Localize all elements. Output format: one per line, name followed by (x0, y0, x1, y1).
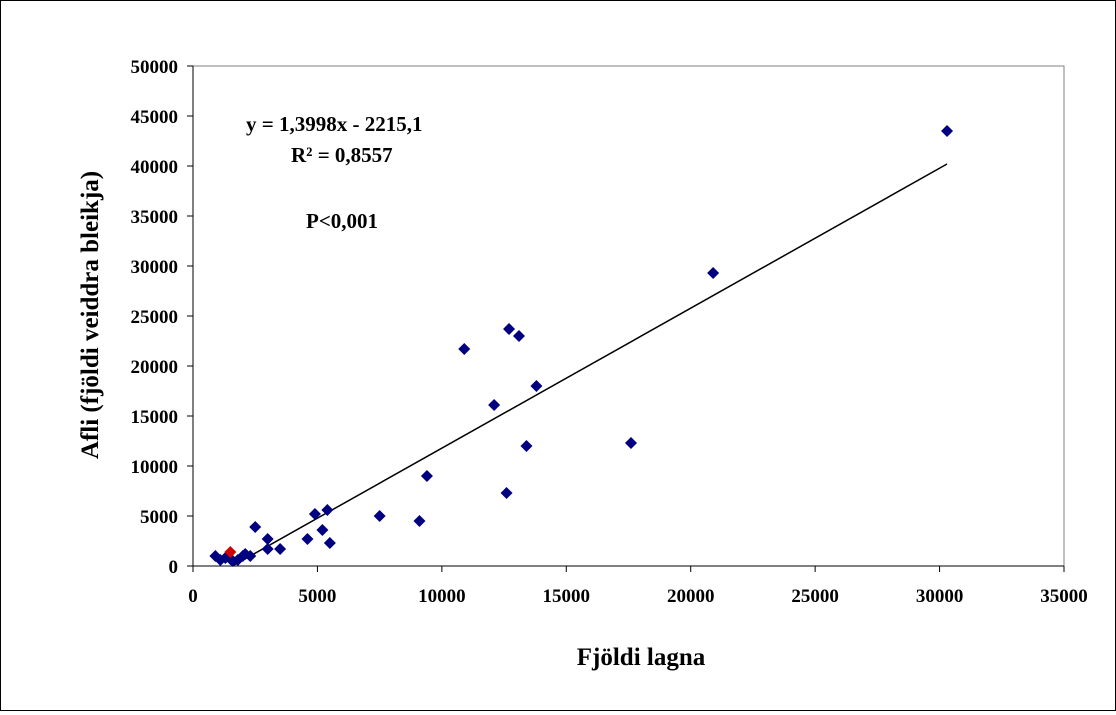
data-point (321, 504, 334, 516)
x-tick-label: 15000 (543, 586, 591, 607)
plot-area (192, 65, 1065, 567)
trendline-group (232, 163, 948, 567)
y-tick-label: 30000 (131, 257, 179, 278)
trendline (232, 163, 948, 567)
y-tick-label: 25000 (131, 307, 179, 328)
data-point (458, 343, 471, 355)
x-tick-group: 0 5000 10000 15000 20000 25000 30000 35000 (188, 566, 1088, 607)
x-tick-label: 10000 (418, 586, 466, 607)
data-point (513, 330, 526, 342)
data-point (500, 487, 513, 499)
x-tick-label: 35000 (1040, 586, 1088, 607)
data-point (520, 440, 533, 452)
y-tick-label: 15000 (131, 407, 179, 428)
data-point (249, 521, 262, 533)
y-tick-label: 35000 (131, 207, 179, 228)
data-point (316, 524, 329, 536)
x-tick-label: 25000 (791, 586, 839, 607)
y-tick-label: 40000 (131, 157, 179, 178)
data-point (308, 508, 321, 520)
data-point (488, 399, 501, 411)
y-tick-label: 50000 (131, 57, 179, 78)
data-point (244, 550, 257, 562)
y-tick-label: 5000 (140, 507, 178, 528)
y-tick-label: 20000 (131, 357, 179, 378)
y-tick-label: 45000 (131, 107, 179, 128)
data-point (624, 437, 637, 449)
x-tick-label: 20000 (667, 586, 715, 607)
plot-border (192, 65, 1065, 567)
data-point (274, 543, 287, 555)
data-point (323, 537, 336, 549)
data-point (413, 515, 426, 527)
data-point (301, 533, 314, 545)
regression-equation: y = 1,3998x - 2215,1 (246, 112, 422, 136)
data-point (261, 543, 274, 555)
data-points (209, 125, 954, 567)
y-tick-label: 10000 (131, 457, 179, 478)
data-point (224, 546, 237, 558)
data-point (420, 470, 433, 482)
data-point (373, 510, 386, 522)
data-point (530, 380, 543, 392)
x-axis-title: Fjöldi lagna (577, 644, 706, 671)
y-tick-group: 0 5000 10000 15000 20000 25000 30000 35000 40000… (131, 57, 193, 578)
r-squared-label: R² = 0,8557 (291, 143, 393, 167)
x-tick-label: 5000 (298, 586, 336, 607)
data-point (941, 125, 954, 137)
x-tick-label: 0 (188, 586, 198, 607)
data-point (503, 323, 516, 335)
x-tick-label: 30000 (916, 586, 964, 607)
p-value-label: P<0,001 (306, 209, 378, 233)
y-axis-title: Afli (fjöldi veiddra bleikja) (77, 171, 104, 459)
y-tick-label: 0 (169, 557, 179, 578)
data-point (261, 533, 274, 545)
data-point (707, 267, 720, 279)
